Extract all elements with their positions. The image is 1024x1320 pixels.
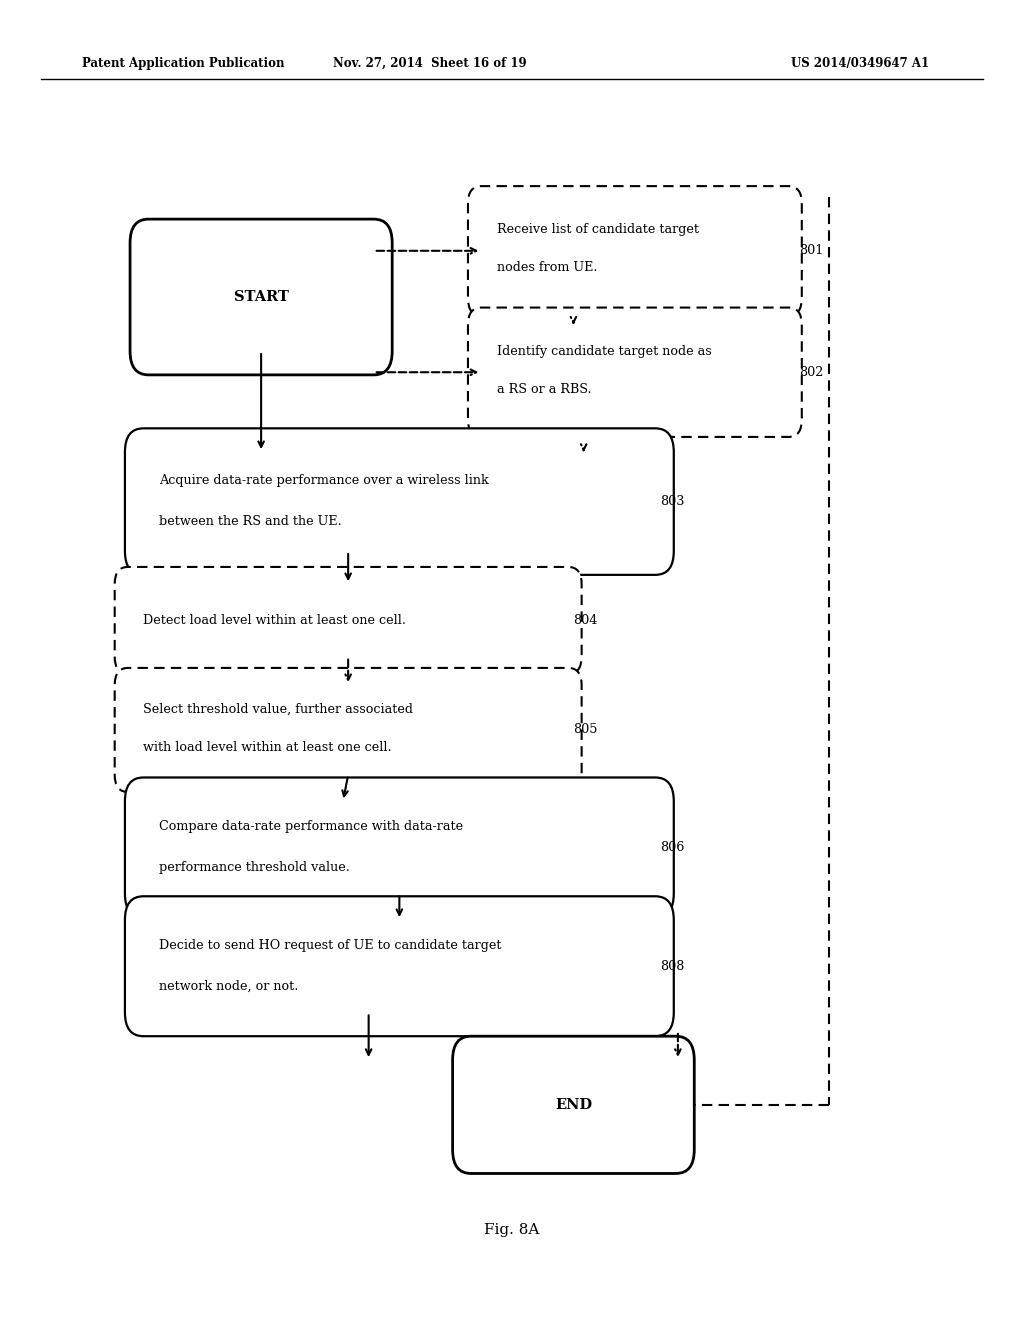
Text: 808: 808 [660, 960, 685, 973]
Text: START: START [233, 290, 289, 304]
Text: performance threshold value.: performance threshold value. [159, 861, 349, 874]
FancyBboxPatch shape [125, 428, 674, 576]
Text: Compare data-rate performance with data-rate: Compare data-rate performance with data-… [159, 820, 463, 833]
FancyBboxPatch shape [125, 777, 674, 917]
FancyBboxPatch shape [125, 896, 674, 1036]
Text: 802: 802 [799, 366, 823, 379]
Text: 806: 806 [660, 841, 685, 854]
Text: 803: 803 [660, 495, 685, 508]
FancyBboxPatch shape [115, 568, 582, 673]
FancyBboxPatch shape [115, 668, 582, 792]
Text: between the RS and the UE.: between the RS and the UE. [159, 515, 341, 528]
FancyBboxPatch shape [130, 219, 392, 375]
Text: Nov. 27, 2014  Sheet 16 of 19: Nov. 27, 2014 Sheet 16 of 19 [333, 57, 527, 70]
Text: Patent Application Publication: Patent Application Publication [82, 57, 285, 70]
Text: Select threshold value, further associated: Select threshold value, further associat… [143, 702, 414, 715]
Text: Decide to send HO request of UE to candidate target: Decide to send HO request of UE to candi… [159, 939, 501, 952]
Text: Receive list of candidate target: Receive list of candidate target [497, 223, 698, 236]
Text: with load level within at least one cell.: with load level within at least one cell… [143, 741, 392, 754]
Text: 801: 801 [799, 244, 823, 257]
Text: 805: 805 [573, 723, 598, 737]
FancyBboxPatch shape [453, 1036, 694, 1173]
Text: US 2014/0349647 A1: US 2014/0349647 A1 [792, 57, 929, 70]
Text: END: END [555, 1098, 592, 1111]
Text: network node, or not.: network node, or not. [159, 979, 298, 993]
Text: Acquire data-rate performance over a wireless link: Acquire data-rate performance over a wir… [159, 474, 488, 487]
Text: nodes from UE.: nodes from UE. [497, 261, 597, 275]
Text: a RS or a RBS.: a RS or a RBS. [497, 383, 591, 396]
FancyBboxPatch shape [468, 308, 802, 437]
Text: Detect load level within at least one cell.: Detect load level within at least one ce… [143, 614, 407, 627]
Text: Fig. 8A: Fig. 8A [484, 1224, 540, 1237]
Text: 804: 804 [573, 614, 598, 627]
Text: Identify candidate target node as: Identify candidate target node as [497, 345, 712, 358]
FancyBboxPatch shape [468, 186, 802, 315]
